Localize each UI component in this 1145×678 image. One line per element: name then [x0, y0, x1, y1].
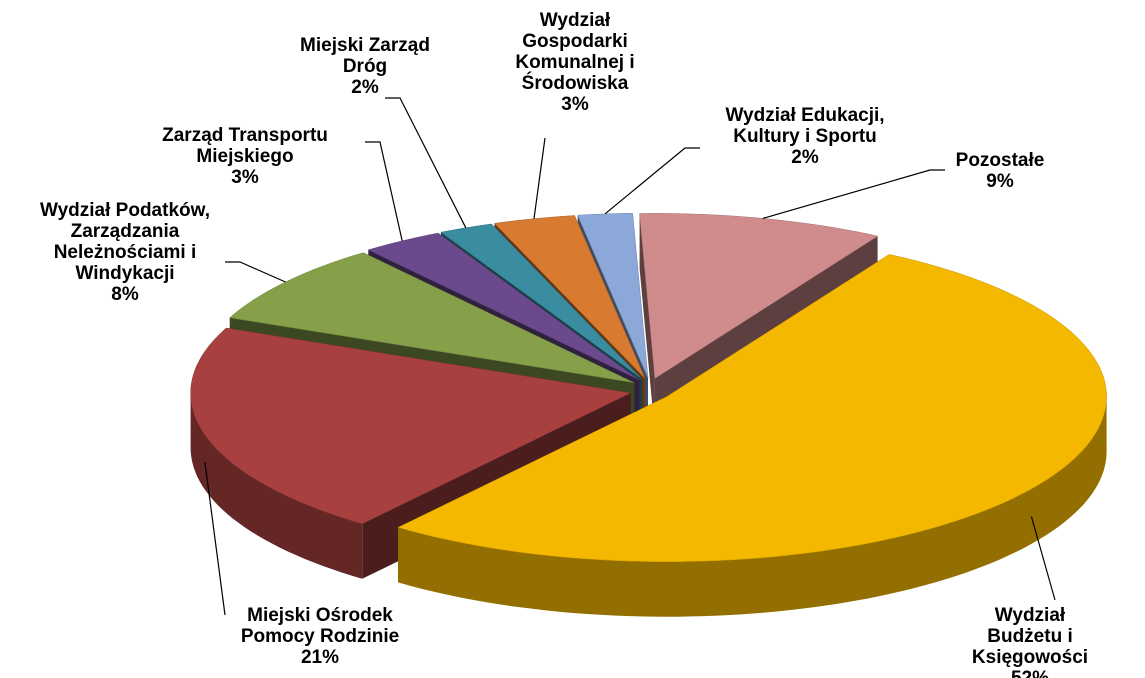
- leader-line: [225, 261, 286, 283]
- slice-top: [229, 252, 635, 383]
- leader-line: [365, 141, 403, 242]
- category-label: Wydział Gospodarki Komunalnej i Środowis…: [515, 10, 635, 94]
- leader-line: [604, 147, 700, 215]
- data-label: Zarząd Transportu Miejskiego 3%: [162, 125, 328, 188]
- slice-top: [397, 254, 1107, 562]
- value-label: 52%: [972, 668, 1088, 678]
- slice-side: [190, 393, 363, 579]
- data-label: Pozostałe 9%: [956, 150, 1045, 192]
- slice-top: [440, 223, 643, 380]
- value-label: 3%: [231, 167, 259, 188]
- data-label: Miejski Ośrodek Pomocy Rodzinie 21%: [241, 605, 399, 668]
- value-label: 9%: [986, 171, 1014, 192]
- category-label: Miejski Zarząd Dróg: [300, 35, 430, 77]
- value-label: 3%: [561, 94, 589, 115]
- leader-line: [204, 462, 226, 616]
- category-label: Wydział Budżetu i Księgowości: [971, 605, 1089, 668]
- pie-slice: [397, 254, 1107, 617]
- data-label: Wydział Budżetu i Księgowości52%: [972, 605, 1088, 678]
- data-label: Wydział Edukacji, Kultury i Sportu 2%: [725, 105, 884, 168]
- leader-line: [1030, 516, 1056, 601]
- slice-top: [190, 327, 632, 525]
- data-label: Wydział Gospodarki Komunalnej i Środowis…: [515, 10, 634, 115]
- slice-top: [493, 215, 646, 379]
- category-label: Zarząd Transportu Miejskiego: [162, 125, 328, 167]
- leader-line: [762, 169, 945, 219]
- slice-radial-wall: [639, 213, 655, 434]
- value-label: 8%: [111, 284, 139, 305]
- leader-line: [385, 97, 467, 229]
- data-label: Miejski Zarząd Dróg 2%: [300, 35, 430, 98]
- data-label: Wydział Podatków, Zarządzania Neleżności…: [40, 200, 210, 305]
- value-label: 21%: [300, 647, 340, 668]
- category-label: Pozostałe: [955, 150, 1045, 171]
- category-label: Wydział Podatków, Zarządzania Neleżności…: [40, 200, 210, 284]
- slice-top: [577, 212, 649, 379]
- value-label: 2%: [351, 77, 379, 98]
- slice-side: [398, 396, 1107, 617]
- category-label: Wydział Edukacji, Kultury i Sportu: [725, 105, 885, 147]
- category-label: Miejski Ośrodek Pomocy Rodzinie: [240, 605, 400, 647]
- value-label: 2%: [791, 147, 819, 168]
- leader-line: [533, 137, 546, 219]
